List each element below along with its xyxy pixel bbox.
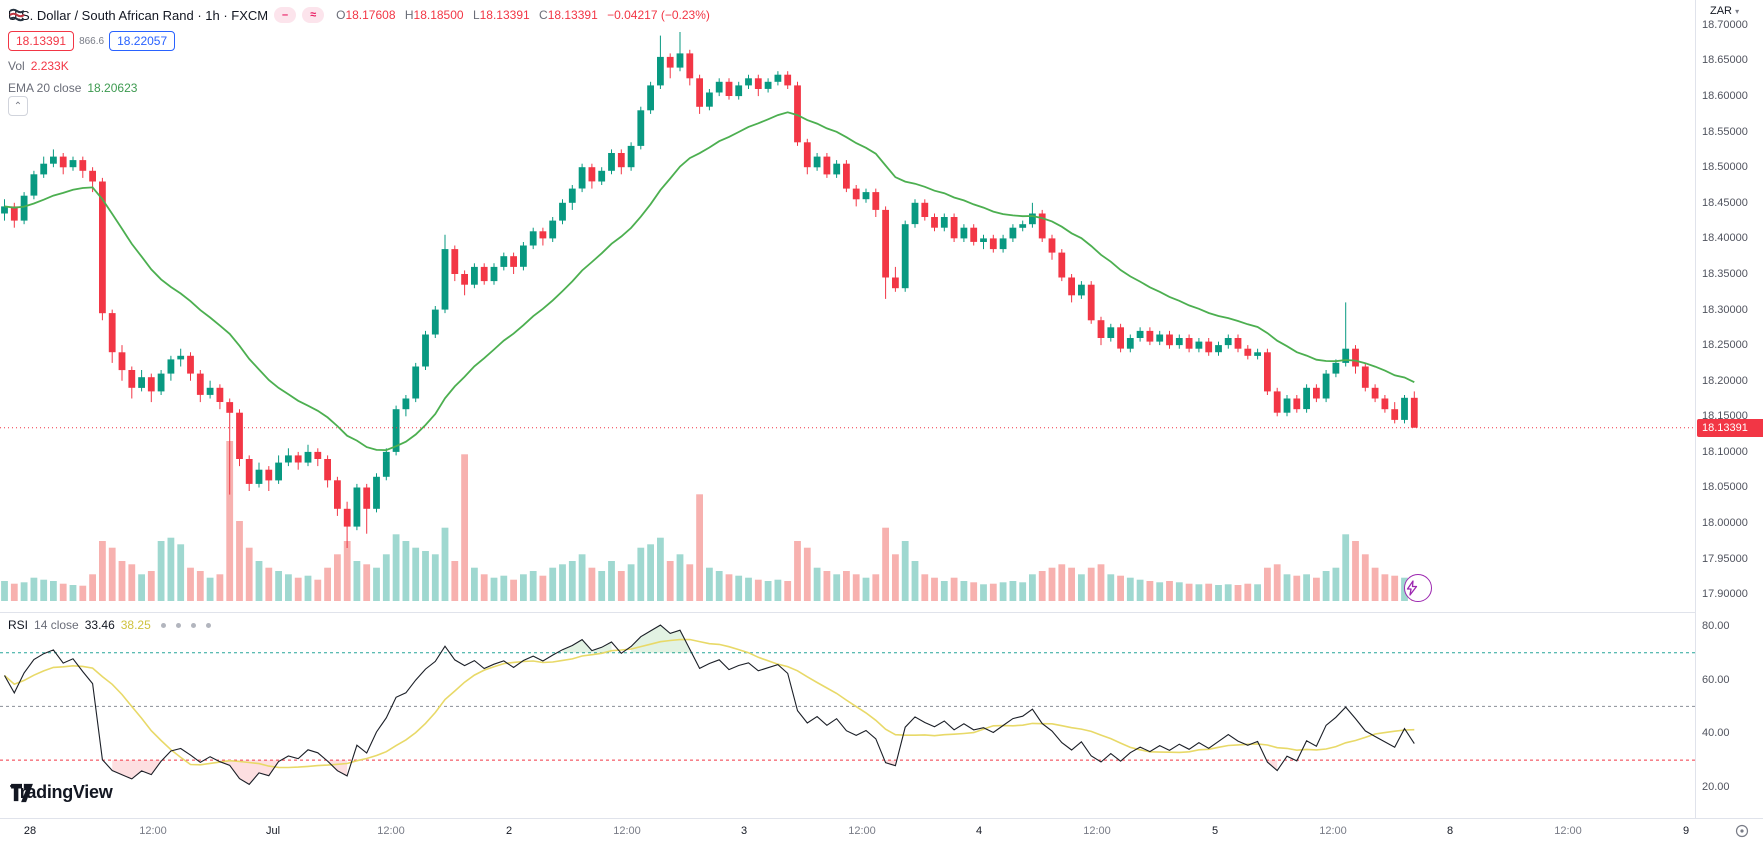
ema-line [4,111,1415,452]
rsi-tick-label: 60.00 [1702,674,1730,686]
tradingview-logo[interactable]: TradingView [10,782,113,803]
time-tick-label: 12:00 [139,825,167,837]
rsi-hover-dot-3[interactable] [190,622,196,628]
axis-currency-menu[interactable]: ZAR ▾ [1708,5,1742,17]
collapse-legend-button[interactable]: ⌃ [8,96,28,116]
rsi-legend[interactable]: RSI 14 close 33.46 38.25 [8,618,211,632]
rsi-hover-dot-4[interactable] [205,622,211,628]
close-label: C [539,8,548,22]
time-tick-label: 9 [1682,825,1690,837]
rsi-pane[interactable] [0,612,1695,818]
volume-label: Vol [8,59,25,73]
wave-pill-icon[interactable]: ≈ [302,7,325,23]
price-tick-label: 18.65000 [1702,54,1748,66]
sell-button[interactable]: 18.13391 [8,31,75,51]
time-axis[interactable]: 28 12:00 Jul 12:00 2 12:00 3 12:00 4 12:00 5 12:00 8… [0,818,1763,843]
time-tick-label: 8 [1446,825,1454,837]
time-tick-label: 3 [740,825,748,837]
price-tick-label: 18.40000 [1702,232,1748,244]
time-tick-label: 12:00 [848,825,876,837]
time-tick-label: 12:00 [377,825,405,837]
open-value: 18.17608 [345,8,396,22]
tradingview-wordmark: TradingView [10,782,113,802]
high-value: 18.18500 [413,8,464,22]
legend: U.S. Dollar / South African Rand · 1h · … [8,4,710,96]
time-tick-label: 2 [505,825,513,837]
price-tick-label: 18.70000 [1702,19,1748,31]
rsi-value: 33.46 [84,618,115,632]
time-tick-label: 12:00 [1083,825,1111,837]
price-tick-label: 18.35000 [1702,268,1748,280]
rsi-line [4,624,1415,786]
time-tick-label: 28 [23,825,37,837]
price-tick-label: 17.90000 [1702,588,1748,600]
rsi-tick-label: 20.00 [1702,781,1730,793]
minus-pill-icon[interactable]: – [274,7,297,23]
price-tick-label: 18.25000 [1702,339,1748,351]
chevron-down-icon: ▾ [1735,7,1740,16]
tradingview-mark-icon [11,783,33,802]
symbol-row: U.S. Dollar / South African Rand · 1h · … [8,4,710,26]
price-tick-label: 18.45000 [1702,197,1748,209]
candles-layer [1,32,1418,548]
time-tick-label: 5 [1211,825,1219,837]
low-label: L [472,8,480,22]
rsi-hover-dot-1[interactable] [160,622,166,628]
change-value: −0.04217 (−0.23%) [607,8,710,22]
rsi-ma-line [3,638,1415,769]
rsi-ma-value: 38.25 [120,618,151,632]
price-tick-label: 18.55000 [1702,126,1748,138]
lightning-icon [1406,580,1418,596]
time-tick-label: 12:00 [1319,825,1347,837]
price-tick-label: 18.10000 [1702,446,1748,458]
symbol-title[interactable]: U.S. Dollar / South African Rand · 1h · … [8,7,269,23]
rsi-params: 14 close [34,618,79,632]
rsi-hover-dot-2[interactable] [175,622,181,628]
pane-separator[interactable] [0,612,1763,613]
rsi-name: RSI [8,618,29,632]
ema-row[interactable]: EMA 20 close 18.20623 [8,80,710,96]
time-tick-label: 12:00 [613,825,641,837]
ema-label: EMA 20 close [8,81,82,95]
price-tick-label: 17.95000 [1702,553,1748,565]
rsi-tick-label: 80.00 [1702,620,1730,632]
buy-button[interactable]: 18.22057 [109,31,176,51]
ema-value: 18.20623 [87,81,138,95]
axis-settings-icon[interactable] [1734,823,1750,839]
price-tick-label: 18.20000 [1702,375,1748,387]
rsi-tick-label: 40.00 [1702,727,1730,739]
high-label: H [404,8,414,22]
ohlc-values: O18.17608 H18.18500 L18.13391 C18.13391 … [330,8,710,22]
price-tick-label: 18.60000 [1702,90,1748,102]
time-tick-label: Jul [265,825,281,837]
last-price-badge: 18.13391 [1697,419,1763,437]
time-tick-label: 12:00 [1554,825,1582,837]
price-pane[interactable] [0,0,1695,612]
low-value: 18.13391 [479,8,530,22]
symbol-logo-icon [9,8,25,22]
volume-row[interactable]: Vol 2.233K [8,58,710,74]
price-tick-label: 18.00000 [1702,517,1748,529]
price-axis[interactable]: ZAR ▾ 18.13391 18.70000 18.65000 18.60000 1… [1695,0,1763,818]
volume-value: 2.233K [30,59,69,73]
price-tick-label: 18.30000 [1702,304,1748,316]
spread-value: 866.6 [79,35,105,47]
close-value: 18.13391 [547,8,598,22]
time-tick-label: 4 [975,825,983,837]
volume-layer [1,441,1418,601]
price-tick-label: 18.05000 [1702,481,1748,493]
price-tick-label: 18.50000 [1702,161,1748,173]
rsi-bands [0,652,1695,761]
trade-buttons-row: 18.13391 866.6 18.22057 [8,30,710,52]
open-label: O [336,8,346,22]
instant-trade-button[interactable] [1404,574,1432,602]
